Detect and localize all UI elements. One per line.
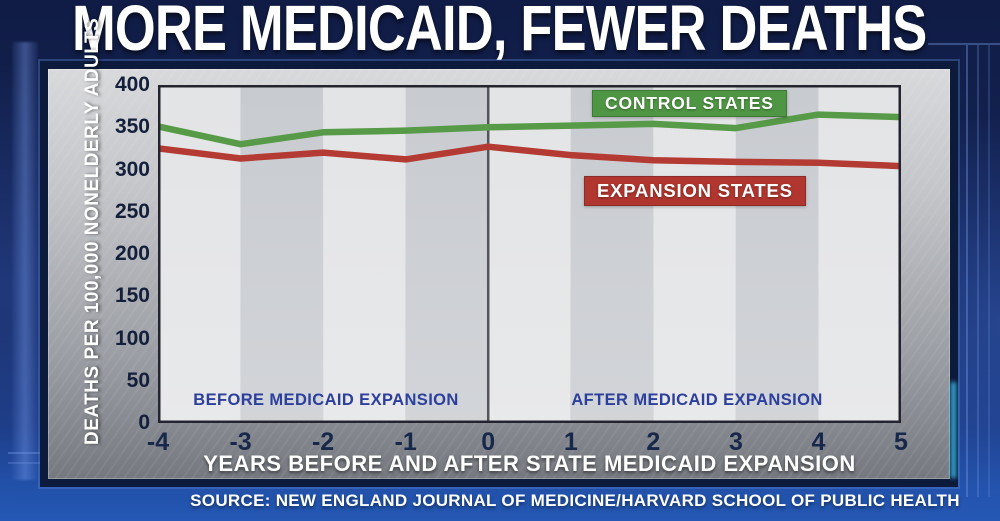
annotation-after-expansion: AFTER MEDICAID EXPANSION xyxy=(571,391,823,409)
y-axis-tick-label: 250 xyxy=(114,199,150,223)
cyan-glow-accent xyxy=(951,382,956,478)
y-axis-tick-label: 400 xyxy=(114,73,150,96)
page-title: MORE MEDICAID, FEWER DEATHS xyxy=(72,0,927,64)
y-axis-tick-label: 150 xyxy=(114,284,150,308)
x-axis-tick-label: 5 xyxy=(894,428,908,456)
y-axis-tick-label: 0 xyxy=(138,411,150,434)
x-axis-title: YEARS BEFORE AND AFTER STATE MEDICAID EX… xyxy=(203,451,856,476)
x-axis-tick-label: 2 xyxy=(646,428,661,456)
x-axis-tick-label: -4 xyxy=(146,428,170,456)
x-axis-tick-label: -1 xyxy=(394,428,417,456)
top-right-frame-line xyxy=(928,43,1000,45)
y-axis-tick-label: 350 xyxy=(114,115,150,139)
y-axis-tick-label: 200 xyxy=(114,242,150,265)
x-axis-tick-label: 1 xyxy=(563,428,578,456)
series-line-expansion xyxy=(158,143,901,170)
right-frame-line xyxy=(966,45,968,497)
right-frame-line xyxy=(977,45,979,497)
left-frame-band xyxy=(12,42,38,480)
plot-sheen xyxy=(158,85,901,423)
plot-area xyxy=(158,85,901,423)
x-axis-tick-label: 3 xyxy=(728,428,743,456)
x-axis-tick-label: -3 xyxy=(229,428,252,456)
annotation-before-expansion: BEFORE MEDICAID EXPANSION xyxy=(193,391,459,409)
y-axis-tick-label: 100 xyxy=(114,326,150,350)
plot-border xyxy=(158,85,901,423)
series-line-control xyxy=(158,111,901,148)
y-axis-tick-label: 300 xyxy=(114,157,150,181)
right-frame-line xyxy=(988,45,990,497)
chart-panel: DEATHS PER 100,000 NONELDERLY ADULTS 400… xyxy=(40,18,958,487)
x-axis-tick-label: 4 xyxy=(811,428,826,456)
source-attribution: SOURCE: NEW ENGLAND JOURNAL OF MEDICINE/… xyxy=(190,491,960,510)
control-states-label: CONTROL STATES xyxy=(592,90,787,117)
x-axis-tick-label: 0 xyxy=(481,428,496,456)
expansion-states-label: EXPANSION STATES xyxy=(584,176,806,206)
y-axis-tick-label: 50 xyxy=(126,368,150,392)
x-axis-tick-label: -2 xyxy=(311,428,335,456)
